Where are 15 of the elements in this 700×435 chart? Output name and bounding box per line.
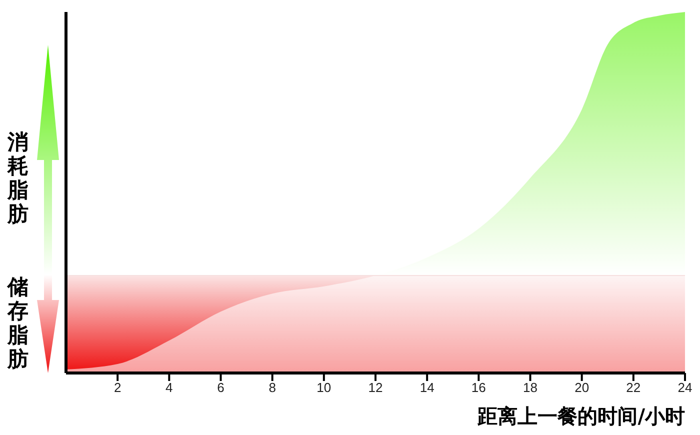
x-tick-label: 4: [166, 380, 173, 396]
x-tick-label: 24: [678, 380, 692, 396]
text: 消耗脂肪: [6, 130, 30, 226]
x-axis-title: 距离上一餐的时间/小时: [478, 403, 685, 430]
x-tick-label: 2: [114, 380, 122, 396]
x-tick-label: 16: [471, 380, 486, 396]
x-tick-label: 12: [368, 380, 383, 396]
x-tick-label: 10: [316, 380, 332, 396]
text: 储存脂肪: [6, 275, 30, 371]
x-tick-label: 14: [420, 380, 434, 396]
x-tick-label: 8: [268, 380, 276, 396]
x-tick-label: 18: [523, 380, 538, 396]
x-tick-label: 20: [574, 380, 590, 396]
x-tick-label: 6: [217, 380, 224, 396]
x-tick-label: 22: [626, 380, 641, 396]
